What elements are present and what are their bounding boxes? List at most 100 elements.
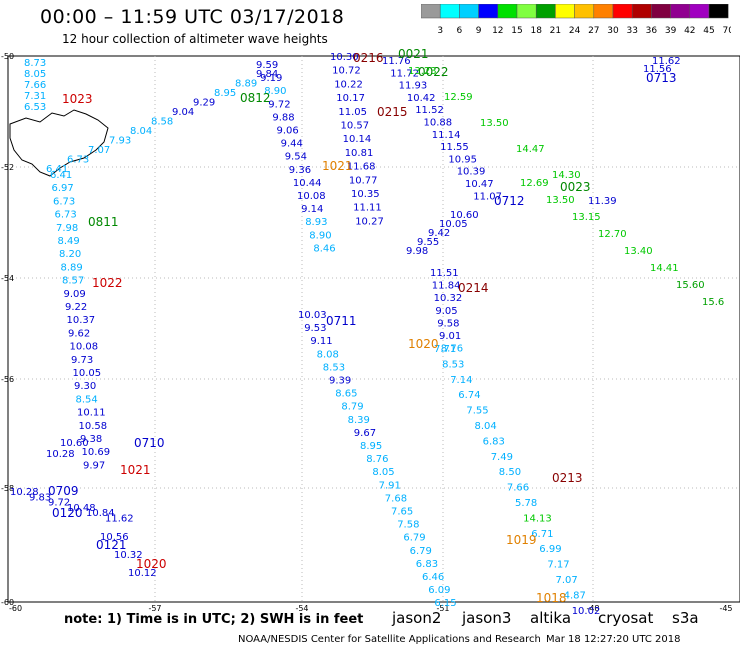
wave-height-label: 8.93 bbox=[305, 217, 327, 228]
wave-height-label: 10.44 bbox=[293, 178, 322, 189]
wave-height-label: 9.09 bbox=[64, 289, 86, 300]
wave-height-label: 11.39 bbox=[588, 196, 617, 207]
lat-tick-label: -52 bbox=[1, 163, 14, 172]
wave-height-label: 7.91 bbox=[379, 480, 401, 491]
wave-height-label: 14.13 bbox=[523, 513, 552, 524]
legend-s3a: s3a bbox=[672, 609, 699, 627]
pass-time-label: 1022 bbox=[92, 276, 123, 290]
wave-height-label: 8.54 bbox=[76, 394, 98, 405]
wave-height-label: 10.48 bbox=[67, 503, 96, 514]
wave-height-label: 10.03 bbox=[298, 310, 327, 321]
pass-time-label: 0710 bbox=[134, 436, 165, 450]
wave-height-label: 8.50 bbox=[499, 467, 521, 478]
wave-height-label: 7.07 bbox=[556, 575, 578, 586]
wave-height-label: 8.20 bbox=[59, 249, 81, 260]
pass-time-label: 0812 bbox=[240, 91, 271, 105]
generated-timestamp: Mar 18 12:27:20 UTC 2018 bbox=[546, 634, 681, 645]
pass-time-label: 1023 bbox=[62, 92, 93, 106]
wave-height-label: 13.50 bbox=[546, 195, 575, 206]
wave-height-label: 12.69 bbox=[520, 178, 549, 189]
wave-height-label: 11.84 bbox=[432, 281, 461, 292]
wave-height-label: 11.05 bbox=[338, 107, 367, 118]
wave-height-label: 9.01 bbox=[439, 331, 461, 342]
lon-tick-label: -54 bbox=[295, 604, 308, 613]
lat-tick-label: -54 bbox=[1, 274, 14, 283]
pass-time-label: 0023 bbox=[560, 180, 591, 194]
wave-height-label: 12.70 bbox=[598, 229, 627, 240]
wave-height-label: 9.83 bbox=[29, 492, 51, 503]
wave-height-label: 10.72 bbox=[332, 66, 361, 77]
wave-height-label: 7.31 bbox=[24, 91, 46, 102]
pass-time-label: 1021 bbox=[120, 463, 151, 477]
wave-height-label: 7.65 bbox=[391, 507, 413, 518]
wave-height-label: 6.79 bbox=[403, 533, 425, 544]
scale-label: 24 bbox=[569, 26, 581, 36]
wave-height-label: 8.57 bbox=[62, 276, 84, 287]
scale-label: 27 bbox=[588, 26, 599, 36]
pass-time-label: 0712 bbox=[494, 194, 525, 208]
wave-height-label: 13.40 bbox=[624, 246, 653, 257]
wave-height-label: 7.17 bbox=[547, 560, 569, 571]
wave-height-label: 10.60 bbox=[60, 438, 89, 449]
wave-height-label: 10.58 bbox=[79, 421, 108, 432]
wave-height-label: 9.22 bbox=[65, 302, 87, 313]
wave-height-label: 6.99 bbox=[539, 544, 561, 555]
wave-height-label: 6.74 bbox=[458, 390, 480, 401]
wave-height-label: 8.89 bbox=[61, 262, 83, 273]
wave-height-label: 11.07 bbox=[473, 191, 502, 202]
wave-height-label: 11.93 bbox=[399, 81, 428, 92]
wave-height-label: 11.68 bbox=[347, 162, 376, 173]
wave-height-label: 7.98 bbox=[56, 223, 78, 234]
wave-height-label: 8.76 bbox=[366, 454, 388, 465]
units-note: note: 1) Time is in UTC; 2) SWH is in fe… bbox=[64, 612, 364, 627]
wave-height-label: 7.68 bbox=[385, 493, 407, 504]
wave-height-label: 9.04 bbox=[172, 107, 194, 118]
wave-height-label: 9.30 bbox=[74, 381, 96, 392]
pass-time-label: 0021 bbox=[398, 47, 429, 61]
wave-height-label: 13.15 bbox=[572, 212, 601, 223]
wave-height-label: 9.53 bbox=[304, 323, 326, 334]
wave-height-label: 9.38 bbox=[80, 434, 102, 445]
pass-time-label: 0213 bbox=[552, 471, 583, 485]
wave-height-label: 13.23 bbox=[408, 66, 437, 77]
wave-height-label: 5.78 bbox=[515, 498, 537, 509]
lon-tick-label: -45 bbox=[719, 604, 732, 613]
wave-height-label: 14.30 bbox=[552, 170, 581, 181]
wave-height-label: 12.59 bbox=[444, 92, 473, 103]
wave-height-label: 6.15 bbox=[434, 598, 456, 609]
wave-height-label: 6.73 bbox=[55, 210, 77, 221]
wave-height-label: 7.07 bbox=[88, 145, 110, 156]
wave-height-label: 9.06 bbox=[277, 126, 299, 137]
wave-height-label: 8.05 bbox=[372, 467, 394, 478]
credit-line: NOAA/NESDIS Center for Satellite Applica… bbox=[238, 634, 541, 645]
wave-height-label: 9.39 bbox=[329, 376, 351, 387]
color-scale-legend: 36912151821242730333639424570(ft) bbox=[421, 4, 731, 36]
wave-height-label: 11.72 bbox=[390, 68, 419, 79]
wave-height-label: 9.55 bbox=[417, 237, 439, 248]
wave-height-label: 10.84 bbox=[86, 508, 115, 519]
wave-height-label: 8.04 bbox=[475, 421, 497, 432]
scale-label: 30 bbox=[607, 26, 619, 36]
wave-height-label: 10.35 bbox=[351, 189, 380, 200]
wave-height-label: 10.17 bbox=[336, 93, 365, 104]
wave-height-label: 9.19 bbox=[260, 73, 282, 84]
wave-height-label: 11.62 bbox=[105, 514, 134, 525]
wave-height-label: 7.55 bbox=[466, 406, 488, 417]
legend-cryosat: cryosat bbox=[598, 609, 654, 627]
wave-height-label: 9.05 bbox=[435, 306, 457, 317]
wave-height-label: 10.28 bbox=[46, 449, 75, 460]
wave-height-label: 11.52 bbox=[415, 105, 444, 116]
legend-altika: altika bbox=[530, 609, 572, 627]
pass-time-label: 0215 bbox=[377, 105, 408, 119]
wave-height-label: 10.22 bbox=[334, 79, 363, 90]
wave-height-label: 8.39 bbox=[348, 415, 370, 426]
pass-time-label: 0022 bbox=[418, 65, 449, 79]
wave-height-label: 10.14 bbox=[343, 134, 372, 145]
pass-time-label: 0216 bbox=[353, 51, 384, 65]
wave-height-label: 9.11 bbox=[310, 336, 332, 347]
wave-height-label: 8.95 bbox=[360, 441, 382, 452]
wave-height-label: 10.60 bbox=[450, 210, 479, 221]
wave-height-label: 7.58 bbox=[397, 520, 419, 531]
wave-height-label: 9.67 bbox=[354, 428, 376, 439]
